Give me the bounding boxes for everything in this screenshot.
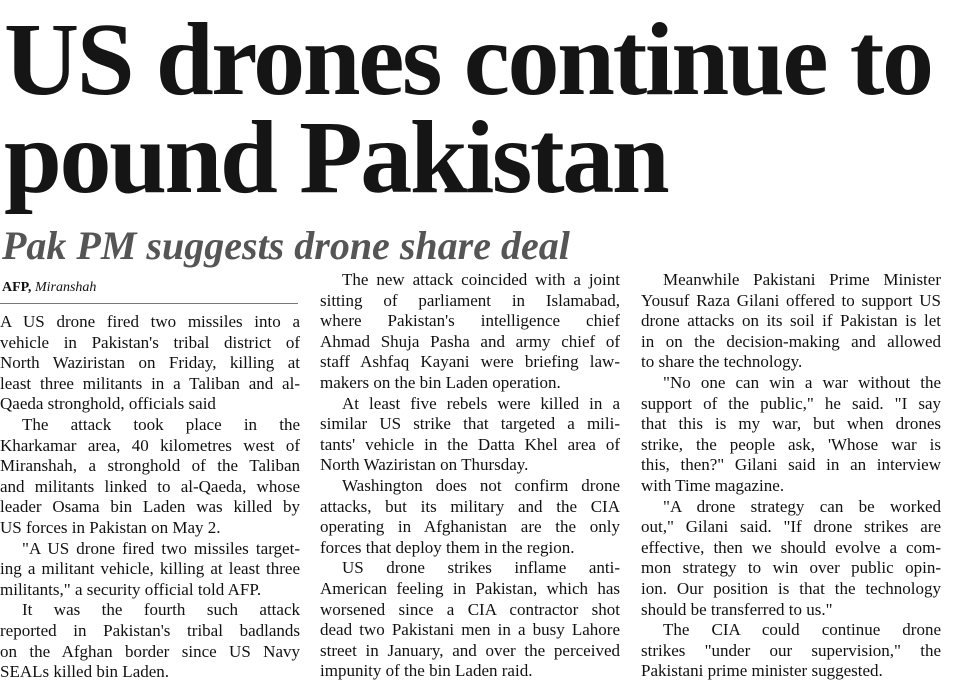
text-line: strike, the people ask, 'Whose war is — [641, 434, 941, 454]
text-line: Meanwhile Pakistani Prime Minister — [663, 270, 941, 289]
text-line: makers on the bin Laden operation. — [320, 372, 561, 392]
agency: AFP, — [2, 280, 32, 295]
text-line: forces that deploy them in the region. — [320, 537, 575, 557]
column: The new attack coincided with a joint sit… — [320, 270, 620, 682]
text-line: similar US strike that targeted a mili- — [320, 414, 620, 434]
text-line: ing a militant vehicle, killing at least… — [0, 559, 300, 579]
text-line: Pakistani prime minister suggested. — [641, 661, 883, 681]
paragraph: It was the fourth such attack reported in… — [0, 600, 300, 682]
text-line: Miranshah, a stronghold of the Taliban — [0, 456, 300, 476]
text-line: operating in Afghanistan are the only — [320, 517, 620, 537]
text-line: reported in Pakistan's tribal badlands — [0, 620, 300, 640]
text-line: militants," a security official told AFP… — [0, 579, 262, 599]
text-line: Kharkamar area, 40 kilometres west of — [0, 435, 300, 455]
text-line: At least five rebels were killed in a — [342, 393, 620, 413]
text-line: where Pakistan's intelligence chief — [320, 311, 620, 331]
text-line: American feeling in Pakistan, which has — [320, 578, 620, 598]
text-line: sitting of parliament in Islamabad, — [320, 290, 620, 310]
text-line: mon strategy to win over public opin- — [641, 558, 941, 578]
text-line: A US drone fired two missiles into a — [0, 312, 300, 331]
text-line: Washington does not confirm drone — [342, 475, 620, 495]
text-line: "A US drone fired two missiles target- — [22, 538, 300, 558]
text-line: out," Gilani said. "If drone strikes are — [641, 517, 941, 537]
text-line: Qaeda stronghold, officials said — [0, 394, 216, 414]
text-line: Ahmad Shuja Pasha and army chief of — [320, 331, 620, 351]
text-line: "A drone strategy can be worked — [663, 496, 941, 516]
paragraph: The new attack coincided with a joint sit… — [320, 270, 620, 394]
text-line: The new attack coincided with a joint — [342, 270, 620, 289]
text-line: SEALs killed bin Laden. — [0, 662, 170, 682]
text-line: in on the decision-making and allowed — [641, 331, 941, 351]
text-line: US drone strikes inflame anti- — [342, 558, 620, 578]
text-line: The attack took place in the — [22, 414, 300, 434]
text-line: US forces in Pakistan on May 2. — [0, 517, 221, 537]
text-line: with Time magazine. — [641, 475, 785, 495]
column: A US drone fired two missiles into a vehi… — [0, 312, 300, 683]
text-line: that this is my war, but when drones — [641, 414, 941, 434]
subheadline: Pak PM suggests drone share deal — [2, 223, 570, 268]
text-line: tants' vehicle in the Datta Khel area of — [320, 434, 620, 454]
text-line: strikes "under our supervision," the — [641, 640, 941, 660]
text-line: support of the public," he said. "I say — [641, 393, 941, 413]
paragraph: A US drone fired two missiles into a vehi… — [0, 312, 300, 415]
text-line: drone attacks on its soil if Pakistan is… — [641, 311, 941, 331]
text-line: should be transferred to us." — [641, 599, 833, 619]
text-line: effective, then we should evolve a com- — [641, 537, 941, 557]
text-line: North Waziristan on Friday, killing at — [0, 353, 300, 373]
paragraph: At least five rebels were killed in a sim… — [320, 394, 620, 476]
headline-line: pound Pakistan — [4, 100, 670, 215]
text-line: this, then?" Gilani said in an interview — [641, 455, 941, 475]
text-line: leader Osama bin Laden was killed by — [0, 497, 300, 517]
paragraph: "No one can win a war without the support… — [641, 373, 941, 497]
headline-line: US drones continue to — [4, 2, 934, 117]
text-line: dead two Pakistani men in a busy Lahore — [320, 620, 620, 640]
text-line: on the Afghan border since US Navy — [0, 641, 300, 661]
text-line: street in January, and over the perceive… — [320, 640, 620, 660]
text-line: The CIA could continue drone — [663, 620, 941, 640]
paragraph: The attack took place in the Kharkamar ar… — [0, 415, 300, 539]
text-line: to share the technology. — [641, 352, 803, 372]
paragraph: Meanwhile Pakistani Prime Minister Yousuf… — [641, 270, 941, 373]
text-line: worsened since a CIA contractor shot — [320, 599, 620, 619]
text-line: "No one can win a war without the — [663, 372, 941, 392]
location: Miranshah — [34, 280, 97, 295]
text-line: Yousuf Raza Gilani offered to support US — [641, 290, 941, 310]
text-line: vehicle in Pakistan's tribal district of — [0, 332, 300, 352]
text-line: It was the fourth such attack — [22, 600, 300, 620]
text-line: staff Ashfaq Kayani were briefing law- — [320, 352, 620, 372]
text-line: ion. Our position is that the technology — [641, 578, 941, 598]
text-line: and militants linked to al-Qaeda, whose — [0, 476, 300, 496]
paragraph: US drone strikes inflame anti- American f… — [320, 558, 620, 682]
text-line: North Waziristan on Thursday. — [320, 455, 529, 475]
paragraph: "A drone strategy can be worked out," Gil… — [641, 497, 941, 621]
byline: AFP, Miranshah — [2, 280, 96, 296]
rule — [0, 303, 298, 304]
paragraph: The CIA could continue drone strikes "und… — [641, 620, 941, 682]
paragraph: Washington does not confirm drone attacks… — [320, 476, 620, 558]
paragraph: "A US drone fired two missiles target-in… — [0, 539, 300, 601]
text-line: least three militants in a Taliban and a… — [0, 373, 300, 393]
column: Meanwhile Pakistani Prime Minister Yousuf… — [641, 270, 941, 682]
text-line: impunity of the bin Laden raid. — [320, 661, 533, 681]
text-line: attacks, but its military and the CIA — [320, 496, 620, 516]
